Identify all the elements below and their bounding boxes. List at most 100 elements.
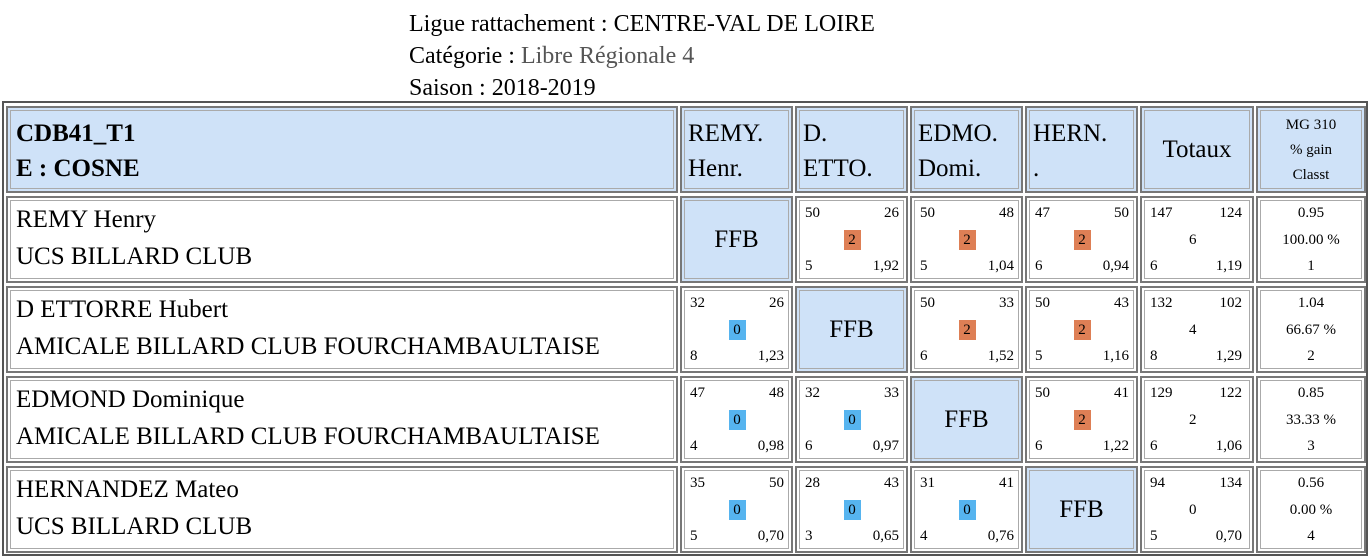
- column-header-line2: .: [1033, 155, 1040, 182]
- mg-cell: 1.04 66.67 % 2: [1256, 286, 1366, 373]
- column-header-line1: EDMO.: [918, 120, 998, 147]
- player-club: UCS BILLARD CLUB: [16, 243, 253, 270]
- match-cell: 50 41 2 6 1,22: [1025, 376, 1138, 463]
- column-header-3: EDMO. Domi.: [910, 106, 1023, 193]
- average: 1,04: [987, 258, 1014, 274]
- innings: 3: [805, 528, 813, 544]
- innings: 5: [805, 258, 813, 274]
- points-scored: 50: [1035, 295, 1050, 311]
- match-result-badge: 0: [843, 410, 861, 430]
- totals-cell: 147 124 6 6 1,19: [1140, 196, 1254, 283]
- ligue-value: CENTRE-VAL DE LOIRE: [613, 11, 875, 37]
- player-name: REMY Henry: [16, 206, 157, 233]
- column-header-line1: D.: [803, 120, 828, 147]
- total-points: 94: [1150, 475, 1165, 491]
- total-match-points: 4: [1189, 322, 1197, 338]
- total-innings: 6: [1150, 258, 1158, 274]
- average: 1,52: [987, 348, 1014, 364]
- average: 0,98: [757, 438, 784, 454]
- column-header-4: HERN..: [1025, 106, 1138, 193]
- win-percentage: 0.00 %: [1289, 502, 1333, 518]
- total-innings: 6: [1150, 438, 1158, 454]
- team-name: E : COSNE: [16, 155, 140, 182]
- ranking: 4: [1307, 528, 1315, 544]
- results-table: CDB41_T1 E : COSNE REMY. Henr. D. ETTO. EDMO. D…: [2, 101, 1368, 556]
- points-conceded: 41: [999, 475, 1014, 491]
- match-cell: 28 43 0 3 0,65: [795, 466, 908, 553]
- self-match-cell: FFB: [1025, 466, 1138, 553]
- total-average: 1,29: [1215, 348, 1242, 364]
- match-result-badge: 0: [728, 410, 746, 430]
- player-cell: EDMOND Dominique AMICALE BILLARD CLUB FOU…: [6, 376, 678, 463]
- total-points: 132: [1150, 295, 1173, 311]
- column-header-1: REMY. Henr.: [680, 106, 793, 193]
- mg-header-line1: MG 310: [1285, 117, 1337, 133]
- categorie-value: Libre Régionale 4: [520, 43, 695, 69]
- ligue-label: Ligue rattachement :: [409, 11, 614, 37]
- average: 0,65: [872, 528, 899, 544]
- innings: 5: [690, 528, 698, 544]
- totals-header: Totaux: [1140, 106, 1254, 193]
- self-label: FFB: [1059, 495, 1104, 523]
- total-average: 0,70: [1215, 528, 1242, 544]
- corner-header: CDB41_T1 E : COSNE: [6, 106, 678, 193]
- points-conceded: 26: [884, 205, 899, 221]
- total-average: 1,19: [1215, 258, 1242, 274]
- ranking: 2: [1307, 348, 1315, 364]
- total-conceded: 134: [1219, 475, 1243, 491]
- player-name: D ETTORRE Hubert: [16, 296, 229, 323]
- average: 1,92: [872, 258, 899, 274]
- mg-cell: 0.85 33.33 % 3: [1256, 376, 1366, 463]
- points-scored: 50: [805, 205, 820, 221]
- points-scored: 28: [805, 475, 820, 491]
- match-cell: 32 33 0 6 0,97: [795, 376, 908, 463]
- mg-header-line3: Classt: [1292, 167, 1330, 183]
- player-cell: D ETTORRE Hubert AMICALE BILLARD CLUB FOU…: [6, 286, 678, 373]
- match-cell: 31 41 0 4 0,76: [910, 466, 1023, 553]
- innings: 6: [1035, 438, 1043, 454]
- innings: 4: [690, 438, 698, 454]
- points-conceded: 50: [769, 475, 784, 491]
- average: 1,23: [757, 348, 784, 364]
- match-cell: 32 26 0 8 1,23: [680, 286, 793, 373]
- average: 0,76: [987, 528, 1014, 544]
- innings: 6: [1035, 258, 1043, 274]
- points-scored: 32: [690, 295, 705, 311]
- win-percentage: 66.67 %: [1286, 322, 1336, 338]
- self-label: FFB: [829, 315, 874, 343]
- innings: 6: [920, 348, 928, 364]
- match-result-badge: 2: [958, 230, 976, 250]
- mg-cell: 0.56 0.00 % 4: [1256, 466, 1366, 553]
- match-result-badge: 2: [843, 230, 861, 250]
- mg-header-line2: % gain: [1289, 142, 1333, 158]
- points-conceded: 48: [999, 205, 1014, 221]
- points-scored: 35: [690, 475, 705, 491]
- innings: 5: [1035, 348, 1043, 364]
- saison-value: 2018-2019: [491, 75, 596, 101]
- player-name: EDMOND Dominique: [16, 386, 245, 413]
- average: 0,94: [1102, 258, 1129, 274]
- average: 0,97: [872, 438, 899, 454]
- points-conceded: 33: [999, 295, 1014, 311]
- column-header-line2: ETTO.: [803, 155, 873, 182]
- player-name: HERNANDEZ Mateo: [16, 476, 239, 503]
- points-conceded: 43: [1114, 295, 1129, 311]
- totals-cell: 129 122 2 6 1,06: [1140, 376, 1254, 463]
- match-cell: 50 26 2 5 1,92: [795, 196, 908, 283]
- self-label: FFB: [714, 225, 759, 253]
- saison-line: Saison : 2018-2019: [409, 72, 875, 104]
- points-scored: 50: [920, 205, 935, 221]
- points-conceded: 26: [769, 295, 784, 311]
- totals-cell: 132 102 4 8 1,29: [1140, 286, 1254, 373]
- match-result-badge: 0: [728, 320, 746, 340]
- total-points: 129: [1150, 385, 1173, 401]
- general-average: 0.85: [1297, 385, 1325, 401]
- general-average: 0.95: [1297, 205, 1325, 221]
- column-header-line1: HERN.: [1033, 120, 1108, 147]
- match-cell: 50 43 2 5 1,16: [1025, 286, 1138, 373]
- general-average: 0.56: [1297, 475, 1325, 491]
- total-conceded: 124: [1219, 205, 1243, 221]
- innings: 6: [805, 438, 813, 454]
- points-conceded: 43: [884, 475, 899, 491]
- total-match-points: 2: [1189, 412, 1197, 428]
